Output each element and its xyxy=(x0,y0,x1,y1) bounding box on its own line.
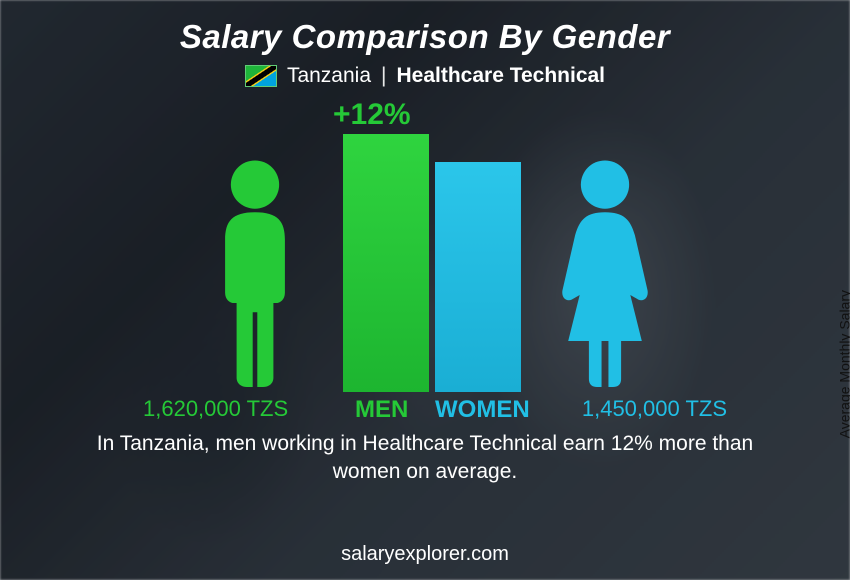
sector-name: Healthcare Technical xyxy=(396,64,605,88)
bar-women xyxy=(435,162,521,392)
bar-men xyxy=(343,134,429,392)
man-icon xyxy=(195,157,315,392)
y-axis-label: Average Monthly Salary xyxy=(836,290,850,438)
country-name: Tanzania xyxy=(287,64,371,88)
summary-text: In Tanzania, men working in Healthcare T… xyxy=(65,430,785,487)
difference-label: +12% xyxy=(333,98,411,132)
woman-icon xyxy=(545,157,665,392)
men-label: MEN xyxy=(355,396,408,424)
tanzania-flag-icon xyxy=(245,65,277,87)
women-salary-value: 1,450,000 TZS xyxy=(582,396,727,422)
women-label: WOMEN xyxy=(435,396,530,424)
footer-source: salaryexplorer.com xyxy=(0,543,850,566)
men-salary-value: 1,620,000 TZS xyxy=(143,396,288,422)
separator: | xyxy=(381,64,386,88)
subtitle-row: Tanzania | Healthcare Technical xyxy=(245,64,605,88)
page-title: Salary Comparison By Gender xyxy=(180,18,670,56)
infographic-content: Salary Comparison By Gender Tanzania | H… xyxy=(0,0,850,580)
bar-chart: +12% 1,620,000 TZS MEN WOMEN 1,450,000 T… xyxy=(105,98,745,428)
